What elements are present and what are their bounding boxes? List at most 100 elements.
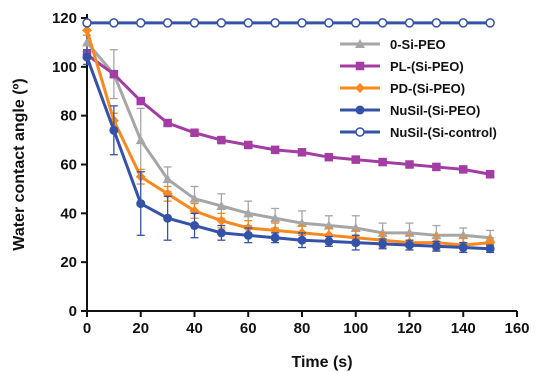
- data-point: [350, 222, 361, 232]
- data-point: [323, 220, 334, 230]
- data-point: [458, 243, 468, 253]
- series-line: [85, 41, 491, 240]
- x-tick-label: 0: [83, 320, 91, 337]
- data-point: [405, 240, 414, 250]
- series-layer: [82, 18, 496, 254]
- series-nusil-si-control: [82, 18, 495, 28]
- data-point: [270, 145, 280, 155]
- legend-item: 0-Si-PEO: [340, 37, 446, 52]
- series-line: [85, 29, 491, 247]
- data-point: [297, 235, 307, 245]
- data-point: [189, 193, 200, 203]
- data-point: [297, 148, 307, 157]
- data-point: [432, 162, 441, 172]
- data-point: [378, 239, 388, 249]
- data-point: [324, 18, 334, 28]
- series-pl-si-peo: [82, 50, 495, 179]
- data-point: [244, 140, 253, 150]
- data-point: [355, 39, 365, 48]
- data-point: [324, 236, 334, 246]
- data-point: [351, 238, 361, 248]
- data-point: [216, 18, 227, 28]
- data-point: [270, 233, 280, 243]
- x-tick-label: 20: [132, 320, 149, 337]
- x-tick-label: 160: [504, 320, 529, 337]
- legend-item: NuSil-(Si-control): [340, 125, 497, 140]
- data-point: [404, 18, 415, 28]
- data-point: [459, 165, 468, 174]
- data-point: [431, 18, 442, 28]
- data-point: [270, 213, 281, 223]
- x-tick-label: 100: [343, 320, 368, 337]
- legend-item: NuSil-(Si-PEO): [340, 103, 480, 118]
- data-point: [189, 18, 200, 28]
- data-point: [163, 213, 173, 223]
- data-point: [162, 18, 173, 28]
- data-point: [109, 69, 119, 79]
- data-point: [135, 135, 146, 145]
- data-point: [217, 135, 226, 145]
- y-tick-label: 120: [52, 10, 77, 27]
- data-point: [163, 118, 172, 128]
- data-point: [82, 52, 92, 62]
- data-point: [243, 18, 253, 28]
- data-point: [136, 199, 146, 209]
- data-point: [216, 201, 227, 211]
- data-point: [355, 105, 365, 115]
- y-tick-label: 100: [52, 59, 77, 76]
- series-line: [85, 56, 491, 251]
- data-point: [355, 61, 365, 71]
- y-axis-title: Water contact angle (º): [11, 78, 28, 250]
- x-tick-label: 80: [294, 320, 311, 337]
- x-axis-title: Time (s): [291, 354, 352, 371]
- data-point: [216, 228, 226, 238]
- data-point: [136, 96, 145, 106]
- axes: 0 20 40 60 80 100 120 140 160 0 20 40 60 80 100 120: [52, 10, 530, 337]
- legend-label: PD-(Si-PEO): [390, 81, 465, 96]
- y-tick-label: 80: [60, 108, 77, 125]
- data-point: [355, 127, 365, 137]
- data-point: [243, 230, 253, 240]
- data-point: [485, 170, 495, 179]
- data-point: [324, 152, 334, 162]
- data-point: [109, 125, 119, 135]
- x-tick-label: 120: [397, 320, 422, 337]
- legend-label: 0-Si-PEO: [390, 37, 446, 52]
- data-point: [136, 18, 146, 28]
- y-tick-label: 40: [60, 205, 77, 222]
- data-point: [297, 218, 307, 228]
- x-tick-label: 60: [240, 320, 257, 337]
- legend-item: PL-(Si-PEO): [340, 59, 464, 74]
- data-point: [243, 208, 254, 218]
- y-tick-label: 60: [60, 157, 77, 174]
- y-tick-label: 20: [60, 254, 77, 271]
- data-point: [216, 215, 227, 226]
- data-point: [351, 18, 361, 28]
- data-point: [190, 128, 199, 138]
- data-point: [485, 244, 495, 254]
- data-point: [190, 221, 199, 231]
- data-point: [162, 174, 173, 184]
- data-point: [377, 18, 388, 28]
- data-point: [82, 18, 92, 28]
- legend-label: NuSil-(Si-control): [390, 125, 497, 140]
- data-point: [404, 227, 415, 237]
- series-line: [86, 53, 491, 176]
- data-point: [355, 83, 365, 93]
- data-point: [270, 18, 280, 28]
- legend-item: PD-(Si-PEO): [340, 81, 465, 96]
- data-point: [458, 18, 468, 28]
- data-point: [297, 18, 307, 28]
- legend-label: NuSil-(Si-PEO): [390, 103, 480, 118]
- data-point: [485, 18, 495, 28]
- data-point: [351, 155, 360, 164]
- series-nusil-si-peo: [82, 49, 495, 254]
- legend: 0-Si-PEO PL-(Si-PEO) PD-(Si-PEO) NuSil-(Si-…: [340, 37, 497, 140]
- data-point: [378, 157, 387, 167]
- data-point: [458, 230, 469, 240]
- x-tick-label: 140: [451, 320, 476, 337]
- data-point: [82, 37, 92, 47]
- x-tick-label: 40: [186, 320, 203, 337]
- data-point: [82, 25, 92, 36]
